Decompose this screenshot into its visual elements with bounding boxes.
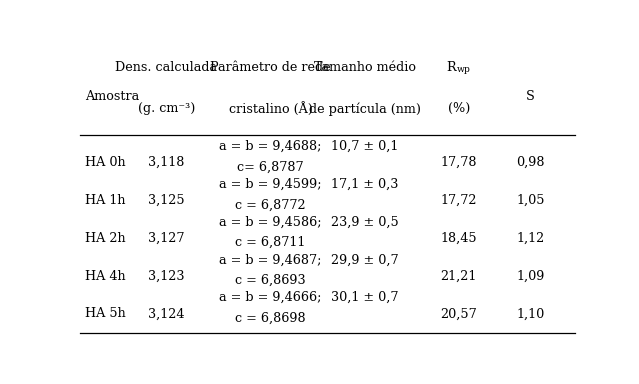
Text: de partícula (nm): de partícula (nm) [309, 102, 420, 116]
Text: 17,1 ± 0,3: 17,1 ± 0,3 [331, 178, 398, 191]
Text: 23,9 ± 0,5: 23,9 ± 0,5 [331, 215, 399, 228]
Text: wp: wp [458, 65, 471, 74]
Text: Parâmetro de rede: Parâmetro de rede [210, 61, 331, 74]
Text: c= 6,8787: c= 6,8787 [237, 161, 304, 174]
Text: 1,05: 1,05 [516, 194, 545, 207]
Text: 1,09: 1,09 [516, 270, 544, 283]
Text: (g. cm⁻³): (g. cm⁻³) [138, 102, 196, 115]
Text: 10,7 ± 0,1: 10,7 ± 0,1 [331, 140, 398, 153]
Text: cristalino (Å): cristalino (Å) [229, 102, 312, 116]
Text: 17,78: 17,78 [440, 156, 477, 169]
Text: HA 2h: HA 2h [85, 232, 125, 245]
Text: 3,124: 3,124 [148, 308, 185, 321]
Text: HA 5h: HA 5h [85, 308, 126, 321]
Text: Amostra: Amostra [85, 90, 139, 103]
Text: 3,125: 3,125 [148, 194, 185, 207]
Text: c = 6,8693: c = 6,8693 [235, 274, 306, 287]
Text: 3,123: 3,123 [148, 270, 185, 283]
Text: (%): (%) [447, 102, 470, 115]
Text: 3,118: 3,118 [148, 156, 185, 169]
Text: a = b = 9,4687;: a = b = 9,4687; [219, 253, 321, 266]
Text: HA 1h: HA 1h [85, 194, 125, 207]
Text: 21,21: 21,21 [440, 270, 477, 283]
Text: c = 6,8711: c = 6,8711 [235, 236, 305, 249]
Text: c = 6,8698: c = 6,8698 [235, 312, 306, 325]
Text: HA 4h: HA 4h [85, 270, 125, 283]
Text: a = b = 9,4666;: a = b = 9,4666; [219, 291, 321, 304]
Text: a = b = 9,4688;: a = b = 9,4688; [219, 140, 321, 153]
Text: R: R [446, 61, 456, 74]
Text: a = b = 9,4586;: a = b = 9,4586; [219, 215, 322, 228]
Text: HA 0h: HA 0h [85, 156, 125, 169]
Text: Tamanho médio: Tamanho médio [314, 61, 415, 74]
Text: 17,72: 17,72 [440, 194, 477, 207]
Text: 20,57: 20,57 [440, 308, 477, 321]
Text: 1,12: 1,12 [516, 232, 544, 245]
Text: S: S [526, 90, 535, 103]
Text: Dens. calculada: Dens. calculada [116, 61, 218, 74]
Text: 29,9 ± 0,7: 29,9 ± 0,7 [331, 253, 399, 266]
Text: 0,98: 0,98 [516, 156, 545, 169]
Text: c = 6,8772: c = 6,8772 [235, 199, 306, 211]
Text: 30,1 ± 0,7: 30,1 ± 0,7 [331, 291, 398, 304]
Text: 1,10: 1,10 [516, 308, 544, 321]
Text: a = b = 9,4599;: a = b = 9,4599; [219, 178, 322, 191]
Text: 3,127: 3,127 [148, 232, 185, 245]
Text: 18,45: 18,45 [440, 232, 477, 245]
